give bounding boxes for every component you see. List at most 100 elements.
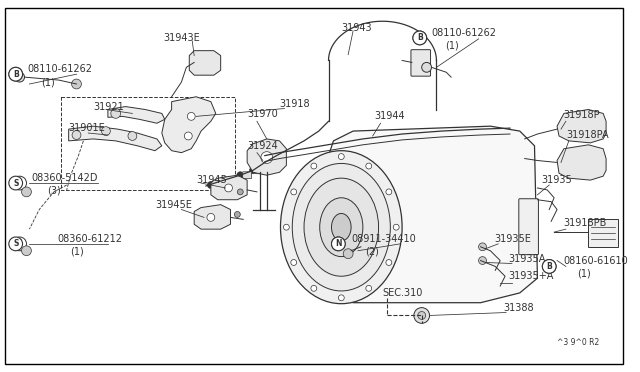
Circle shape [413,31,427,45]
Text: SEC.310: SEC.310 [383,288,423,298]
Text: 31924: 31924 [247,141,278,151]
Circle shape [339,295,344,301]
Circle shape [225,184,232,192]
Circle shape [111,109,120,118]
Polygon shape [328,126,538,303]
Text: (1): (1) [577,268,591,278]
FancyBboxPatch shape [519,199,538,255]
Text: 31945E: 31945E [155,200,192,210]
Polygon shape [68,126,162,151]
Polygon shape [194,205,230,229]
Circle shape [207,214,215,221]
Text: 31970: 31970 [247,109,278,119]
Circle shape [311,163,317,169]
Ellipse shape [304,178,379,276]
Polygon shape [247,139,286,175]
Text: 31918: 31918 [280,99,310,109]
Circle shape [237,172,244,179]
Circle shape [9,67,22,81]
Circle shape [13,237,26,251]
Text: B: B [13,70,19,79]
Polygon shape [108,106,164,123]
Text: 31935E: 31935E [494,234,531,244]
Circle shape [22,187,31,197]
Circle shape [343,249,353,259]
Circle shape [22,246,31,256]
Text: 31943E: 31943E [164,33,200,43]
Circle shape [413,31,427,45]
Polygon shape [211,175,247,200]
Text: (1): (1) [41,77,55,87]
Text: 31935: 31935 [541,175,572,185]
Circle shape [234,212,240,217]
Circle shape [542,260,556,273]
Text: S: S [13,179,19,187]
Text: B: B [547,262,552,271]
Text: (1): (1) [445,41,459,51]
Polygon shape [162,97,216,153]
Text: ^3 9^0 R2: ^3 9^0 R2 [557,339,599,347]
Text: 31901E: 31901E [68,123,106,133]
Circle shape [261,152,273,163]
Text: 31945: 31945 [196,175,227,185]
Text: (2): (2) [365,247,379,257]
Circle shape [479,257,486,264]
Circle shape [339,154,344,160]
Circle shape [284,224,289,230]
Text: 31388: 31388 [503,302,534,312]
Circle shape [13,176,26,190]
Text: 31935A: 31935A [508,254,545,264]
Circle shape [393,224,399,230]
Circle shape [291,260,297,266]
Text: 31943: 31943 [341,23,372,33]
Ellipse shape [292,163,390,291]
Circle shape [418,311,426,320]
Text: 31944: 31944 [374,111,405,121]
Circle shape [9,176,22,190]
Circle shape [15,72,24,82]
Polygon shape [557,145,606,180]
FancyBboxPatch shape [243,172,252,179]
Circle shape [250,167,257,174]
Text: 31935+A: 31935+A [508,271,554,281]
Polygon shape [189,51,221,75]
Text: (3): (3) [47,186,61,196]
Circle shape [222,177,229,183]
Circle shape [102,126,110,135]
Text: 31918P: 31918P [563,110,600,121]
Text: 31918PA: 31918PA [566,130,609,140]
Circle shape [332,237,345,251]
Text: 08110-61262: 08110-61262 [28,64,92,74]
Circle shape [542,260,556,273]
Circle shape [128,132,137,140]
Text: 08110-61262: 08110-61262 [431,28,497,38]
Text: S: S [17,179,22,187]
Circle shape [366,285,372,291]
Circle shape [188,112,195,120]
Circle shape [479,243,486,251]
Text: B: B [547,262,552,271]
Text: B: B [417,33,422,42]
Bar [588,219,618,247]
Circle shape [72,131,81,140]
Circle shape [414,308,429,323]
Circle shape [237,189,243,195]
Text: 08160-61610: 08160-61610 [563,256,628,266]
Text: (1): (1) [70,247,84,257]
FancyBboxPatch shape [213,182,222,189]
Circle shape [9,237,22,251]
Text: B: B [13,70,19,79]
FancyBboxPatch shape [255,167,264,174]
Circle shape [386,260,392,266]
Circle shape [291,189,297,195]
Text: 08360-5142D: 08360-5142D [31,173,98,183]
Text: N: N [335,239,342,248]
Circle shape [386,189,392,195]
Text: 08360-61212: 08360-61212 [57,234,122,244]
FancyBboxPatch shape [228,177,237,183]
FancyBboxPatch shape [411,50,431,76]
Text: B: B [417,33,422,42]
Text: 31921: 31921 [93,102,124,112]
Circle shape [311,285,317,291]
Circle shape [366,163,372,169]
